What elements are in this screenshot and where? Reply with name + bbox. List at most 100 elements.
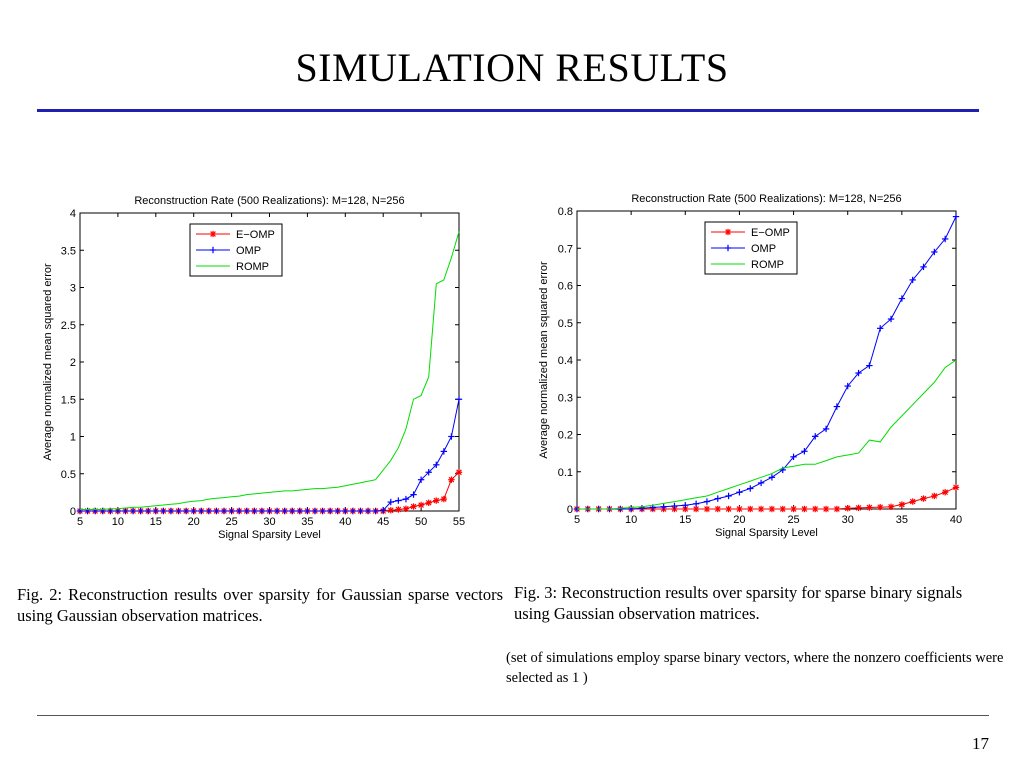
data-point [801,505,808,513]
x-axis-label: Signal Sparsity Level [715,527,818,539]
data-point [455,396,463,403]
data-point [952,213,960,220]
y-tick-label: 0.5 [61,469,76,481]
data-point [757,479,765,487]
data-point [84,507,91,515]
data-point [887,503,895,510]
marker-stroke [779,506,786,512]
data-point [909,498,916,505]
data-point [866,362,873,369]
data-point [725,505,732,513]
marker-stroke [920,495,927,502]
legend: E−OMP OMP ROMP [704,221,798,275]
data-point [440,448,448,455]
x-tick-label: 50 [415,516,427,528]
x-tick-label: 5 [77,516,83,528]
marker-stroke [888,503,894,510]
data-point [251,507,258,515]
marker-stroke [425,499,432,506]
data-point [952,484,960,491]
data-point [380,507,387,514]
x-tick-label: 5 [574,514,580,526]
data-point [920,263,927,271]
data-point [417,501,425,509]
data-point [357,507,364,515]
data-point [703,498,711,505]
y-tick-label: 2.5 [61,320,76,332]
data-point [243,507,250,515]
marker-stroke [418,502,424,508]
y-tick-label: 3 [70,283,76,295]
data-point [692,500,700,507]
y-tick-label: 0.8 [558,206,573,218]
data-point [99,507,106,515]
data-point [703,505,711,513]
y-tick-label: 0.3 [558,392,573,404]
data-point [757,505,765,513]
data-point [395,506,402,513]
legend-label: ROMP [751,259,784,271]
legend-marker [209,246,217,254]
x-tick-label: 45 [377,516,389,528]
data-point [425,469,432,476]
x-axis-label: Signal Sparsity Level [218,529,321,541]
data-point [898,501,906,508]
legend-marker [724,228,732,236]
marker-stroke [736,506,743,512]
data-point [91,507,99,515]
data-point [714,495,721,502]
data-point [768,505,776,513]
data-point [258,507,266,515]
data-point [736,489,743,496]
x-tick-label: 20 [733,514,745,526]
data-point [638,505,646,512]
x-tick-label: 15 [150,516,162,528]
data-point [334,507,341,515]
data-point [736,505,743,513]
marker-stroke [866,504,873,511]
data-point [364,507,372,515]
data-point [296,507,304,515]
y-tick-label: 0.2 [558,430,573,442]
data-point [402,495,410,503]
data-point [790,453,797,461]
data-point [714,505,721,513]
data-point [671,502,678,510]
data-point [833,505,841,513]
marker-stroke [410,503,417,510]
data-point [931,492,938,500]
data-point [801,448,808,455]
data-point [205,507,213,515]
data-point [877,325,884,332]
marker-stroke [953,484,959,491]
data-point [433,497,440,504]
data-point [175,507,182,515]
y-tick-label: 0 [70,506,76,518]
data-point [190,507,197,515]
data-point [266,507,273,515]
data-point [822,425,830,433]
data-point [768,474,776,481]
x-tick-label: 40 [950,514,962,526]
y-tick-label: 4 [70,208,76,220]
marker-stroke [790,506,797,512]
y-tick-label: 0.4 [558,355,573,367]
marker-stroke [433,497,440,504]
data-point [833,403,841,410]
marker-stroke [448,476,455,483]
x-tick-label: 30 [842,514,854,526]
marker-stroke [931,493,938,499]
data-point [152,507,159,515]
x-tick-label: 15 [679,514,691,526]
data-point [137,507,144,515]
y-tick-label: 0 [567,504,573,516]
data-point [812,505,819,513]
marker-stroke [855,505,862,511]
x-tick-label: 10 [112,516,124,528]
data-point [372,507,379,515]
data-point [402,505,410,512]
y-tick-label: 0.7 [558,243,573,255]
title-rule [37,109,979,112]
marker-stroke [823,506,829,512]
data-point [747,505,754,513]
